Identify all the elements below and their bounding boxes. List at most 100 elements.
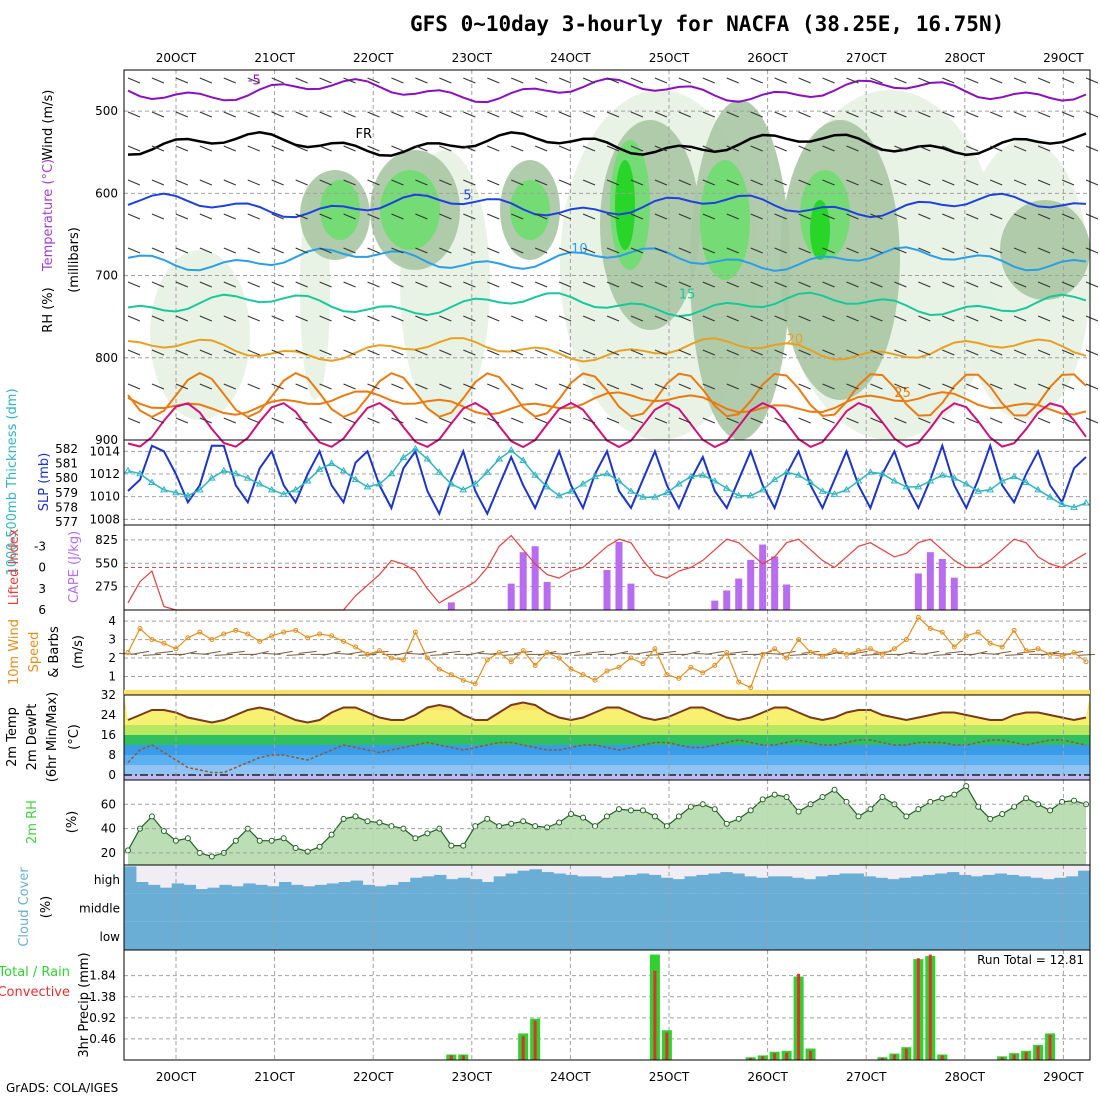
cloud-cell [505,893,519,922]
rh-2m-panel: 20 40 60 2m RH (%) [25,779,1091,866]
wind-barb [295,179,308,186]
temperature-band [124,725,1090,735]
wind-barb [846,417,859,424]
wind-barb [942,77,955,84]
y-tick-label: 1014 [89,444,120,458]
wind-barb [822,145,835,152]
cloud-cover-panel: high middle low Cloud Cover (%) [17,864,1091,951]
cloud-cell [899,877,912,894]
wind-barb [774,417,787,424]
cloud-cell [648,893,662,922]
precip-convective-bar [1048,1034,1052,1060]
cloud-cell [970,876,984,894]
wind-barb [1037,281,1051,288]
wind-barb [582,145,596,152]
wind-speed-marker [341,638,347,644]
y-tick-label: 8 [108,748,116,762]
cloud-cell [207,921,220,950]
wind-speed-marker [245,631,251,637]
wind-barb [127,111,141,118]
wind-barb [558,247,572,254]
wind-barb [511,349,524,356]
cloud-cell [469,879,483,894]
wind-barb [463,179,476,186]
wind-barb [822,111,835,118]
wind-barb [223,145,236,152]
wind-barb [1085,383,1099,390]
cloud-cell [124,866,137,894]
precip-convective-bar [749,1058,753,1060]
wind-barb [798,77,811,84]
wind-barb [774,247,787,254]
wind-barb [870,213,883,220]
wind-barb [391,145,404,152]
cloud-cell [147,921,161,950]
cloud-cell [899,893,912,922]
wind-barb [630,417,644,424]
cloud-cell [636,921,650,950]
cape-bar [627,583,635,610]
time-tick-label: 27OCT [846,1070,887,1084]
rh-2m-marker [855,813,862,820]
wind-speed-marker [736,679,742,685]
cloud-cell [946,872,960,894]
cloud-cell [422,876,435,894]
rh-2m-marker [1023,795,1030,802]
wind-speed-marker [1059,653,1065,659]
thickness-marker [1070,503,1078,510]
thickness-marker [387,469,396,477]
cloud-cell [195,921,208,950]
wind-speed-marker [903,637,909,643]
wind-barb [1037,417,1051,424]
cloud-cell [302,893,316,922]
rh-2m-marker [292,845,299,851]
cloud-cell [732,893,745,922]
contour-label: 5 [463,189,471,204]
wind-barb [990,77,1003,84]
wind-speed-marker [1035,646,1041,652]
wind-barb [463,247,476,254]
wind-speed-marker [592,677,598,683]
cloud-cell [803,921,817,950]
wind-barb [442,650,461,654]
rh-2m-marker [460,842,467,849]
cloud-cell [887,921,900,950]
thickness-marker [794,471,803,478]
rh-2m-marker [232,837,239,844]
cloud-cell [1030,921,1043,950]
time-tick-label: 26OCT [747,1070,788,1084]
wind-barb [534,111,548,118]
thickness-marker [519,456,528,464]
wind-barb [463,145,476,152]
cloud-cell [195,889,208,894]
wind-barb [822,179,835,186]
cloud-cell [589,876,602,894]
time-tick-label: 24OCT [550,1070,591,1084]
cloud-cell [1042,893,1055,922]
axis-label: 2m RH [25,800,40,844]
wind-barb [202,650,221,655]
cloud-cell [660,877,674,894]
temp-2m-line [127,701,1087,724]
wind-speed-line [127,616,1087,689]
wind-10m-panel: 1 2 3 4 10m Wind Speed & Barbs (m/s) [7,609,1096,696]
rh-2m-marker [412,835,419,842]
cloud-cell [827,893,841,922]
wind-barb [558,111,572,118]
precip-convective-bar [521,1036,525,1060]
wind-barb [897,650,916,656]
wind-barb [199,111,213,118]
wind-barb [151,281,165,288]
cloud-cell [302,886,316,894]
temperature-band [124,710,1090,725]
wind-barb [606,111,620,118]
wind-barb [558,145,572,152]
wind-barb [942,315,955,322]
wind-speed-marker [209,637,215,643]
rh-shading [700,160,750,280]
wind-barb [154,650,173,654]
y-tick-label: 1008 [89,512,120,526]
wind-barb [415,77,428,84]
wind-barb [175,383,189,390]
wind-speed-marker [688,664,694,670]
